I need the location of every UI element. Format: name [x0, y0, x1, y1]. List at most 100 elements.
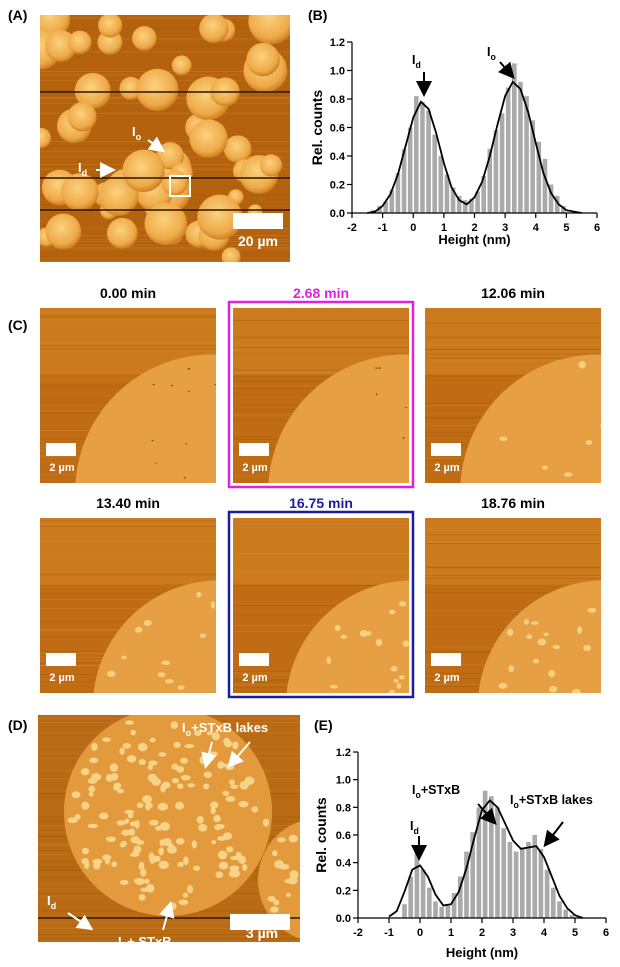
domain: [136, 69, 178, 111]
spot: [394, 679, 399, 683]
spot: [139, 864, 144, 870]
spot: [120, 880, 129, 885]
spot: [286, 893, 291, 897]
frame-time: 18.76 min: [481, 495, 545, 511]
spot: [448, 810, 456, 817]
spot: [400, 794, 409, 799]
spot: [465, 719, 469, 726]
domain: [144, 202, 187, 245]
bar: [415, 853, 420, 918]
spot: [135, 820, 140, 829]
panel-label: (B): [308, 7, 327, 23]
annotation: Io+STxB lakes: [510, 793, 593, 810]
spot: [277, 837, 285, 842]
spot: [184, 744, 194, 748]
spot: [148, 765, 153, 770]
y-axis-title: Rel. counts: [309, 90, 325, 166]
spot: [302, 922, 311, 929]
bar: [420, 102, 425, 213]
spot: [302, 914, 311, 921]
spot: [518, 762, 524, 767]
domain: [222, 247, 241, 266]
spot: [496, 697, 503, 701]
spot: [613, 414, 618, 418]
x-tick-label: 4: [541, 927, 548, 939]
bar: [489, 796, 494, 918]
spot: [84, 861, 89, 869]
spot: [600, 812, 609, 817]
spot: [128, 828, 135, 835]
domain: [122, 150, 164, 192]
x-tick-label: 0: [417, 927, 423, 939]
spot: [333, 723, 339, 728]
spot: [500, 737, 505, 743]
upper-area: [233, 518, 409, 585]
x-tick-label: -2: [347, 222, 357, 234]
spot: [336, 725, 344, 732]
afm-image: [38, 708, 382, 942]
spot: [583, 645, 591, 651]
spot: [139, 894, 146, 901]
x-tick-label: -1: [384, 927, 394, 939]
bar: [446, 904, 451, 918]
scale-label: 2 µm: [434, 672, 460, 684]
spot: [288, 877, 297, 885]
spot: [512, 746, 518, 753]
domain: [31, 128, 51, 148]
y-tick-label: 0.8: [336, 802, 351, 814]
y-tick-label: 0.6: [336, 830, 351, 842]
spot: [192, 840, 197, 848]
spot: [176, 838, 185, 845]
panel-label: (E): [314, 717, 333, 733]
spot: [171, 721, 179, 729]
spot: [607, 743, 615, 749]
spot: [158, 752, 166, 756]
spot: [230, 856, 240, 860]
scale-bar: [46, 653, 76, 666]
annotation-after: + STxB: [127, 934, 171, 949]
bar: [545, 870, 550, 918]
spot: [311, 888, 320, 896]
spot: [568, 776, 576, 782]
domain: [260, 154, 282, 176]
spot: [117, 820, 126, 825]
spot: [543, 633, 548, 637]
spot: [113, 785, 119, 790]
spot: [274, 860, 284, 869]
domain: [45, 214, 81, 250]
y-tick-label: 0.0: [336, 913, 351, 925]
spot: [155, 463, 157, 464]
spot: [491, 744, 499, 749]
spot: [577, 764, 584, 770]
spot: [553, 645, 560, 649]
y-tick-label: 1.0: [330, 66, 345, 78]
spot: [272, 850, 278, 856]
bar: [439, 907, 444, 918]
spot: [168, 697, 174, 701]
spot: [131, 730, 136, 736]
domain: [189, 119, 227, 157]
spot: [330, 685, 338, 689]
annotation-after: +STxB lakes: [519, 793, 593, 807]
spot: [495, 719, 501, 724]
spot: [222, 703, 230, 707]
spot: [226, 846, 233, 852]
spot: [270, 906, 279, 912]
spot: [151, 856, 160, 862]
domain: [98, 13, 122, 37]
spot: [137, 803, 144, 809]
domain: [64, 708, 272, 916]
scale-bar: [46, 443, 76, 456]
spot: [600, 423, 607, 429]
spot: [325, 738, 333, 742]
spot: [146, 884, 154, 893]
spot: [196, 592, 201, 598]
spot: [128, 812, 133, 818]
spot: [178, 685, 185, 689]
spot: [149, 820, 159, 826]
scale-label: 20 µm: [238, 233, 278, 249]
spot: [236, 490, 238, 492]
spot: [120, 748, 125, 755]
spot: [499, 683, 508, 689]
spot: [579, 361, 586, 368]
